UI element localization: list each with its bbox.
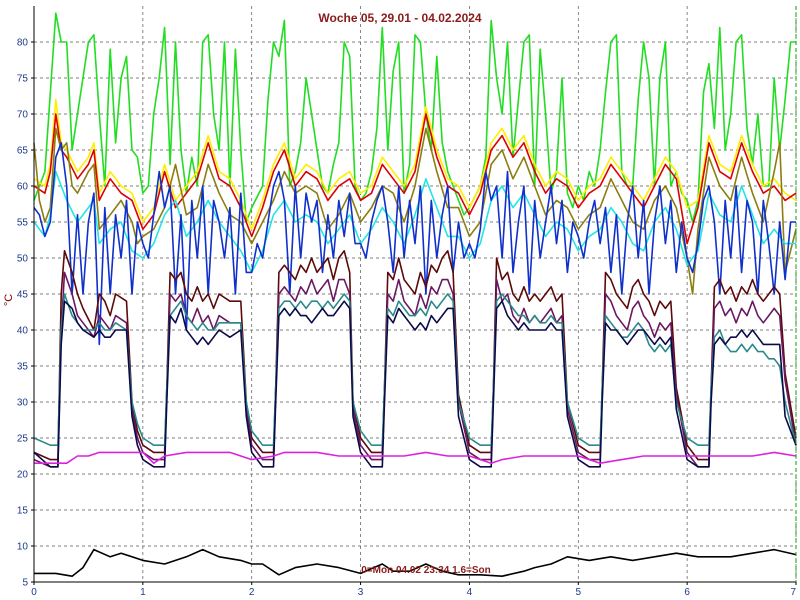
y-tick-label: 35 [17,362,29,373]
y-tick-label: 10 [17,542,29,553]
series-line-11 [34,451,797,464]
chart-title: Woche 05, 29.01 - 04.02.2024 [318,11,482,25]
x-tick-label: 0 [31,587,37,598]
y-tick-label: 75 [17,74,29,85]
y-tick-label: 50 [17,254,29,265]
series-line-5 [33,170,796,274]
y-tick-label: 40 [17,326,29,337]
series-line-4 [33,127,797,295]
y-tick-label: 65 [17,146,29,157]
series-line-8 [33,271,797,468]
series-line-7 [33,250,797,461]
y-tick-label: 80 [17,38,29,49]
x-tick-label: 7 [790,587,796,598]
series-line-6 [33,142,796,346]
y-tick-label: 70 [17,110,29,121]
y-tick-label: 55 [17,218,29,229]
y-tick-label: 45 [17,290,29,301]
y-tick-label: 5 [22,578,28,589]
y-tick-label: 25 [17,434,29,445]
y-axis-title: °C [3,294,15,306]
series-line-9 [33,293,797,446]
x-tick-label: 4 [467,587,473,598]
y-tick-label: 30 [17,398,29,409]
chart-annotation: 0=Mon 04.02 23:34 1.6=Son [361,565,491,576]
series-group [33,12,797,577]
series-line-12 [34,548,797,577]
x-tick-label: 2 [249,587,255,598]
y-tick-label: 15 [17,506,29,517]
y-tick-label: 60 [17,182,29,193]
x-tick-label: 3 [358,587,364,598]
series-line-2 [33,98,797,230]
x-tick-label: 1 [140,587,146,598]
y-tick-label: 20 [17,470,29,481]
series-line-10 [33,300,797,468]
x-tick-label: 6 [684,587,690,598]
x-tick-label: 5 [576,587,582,598]
